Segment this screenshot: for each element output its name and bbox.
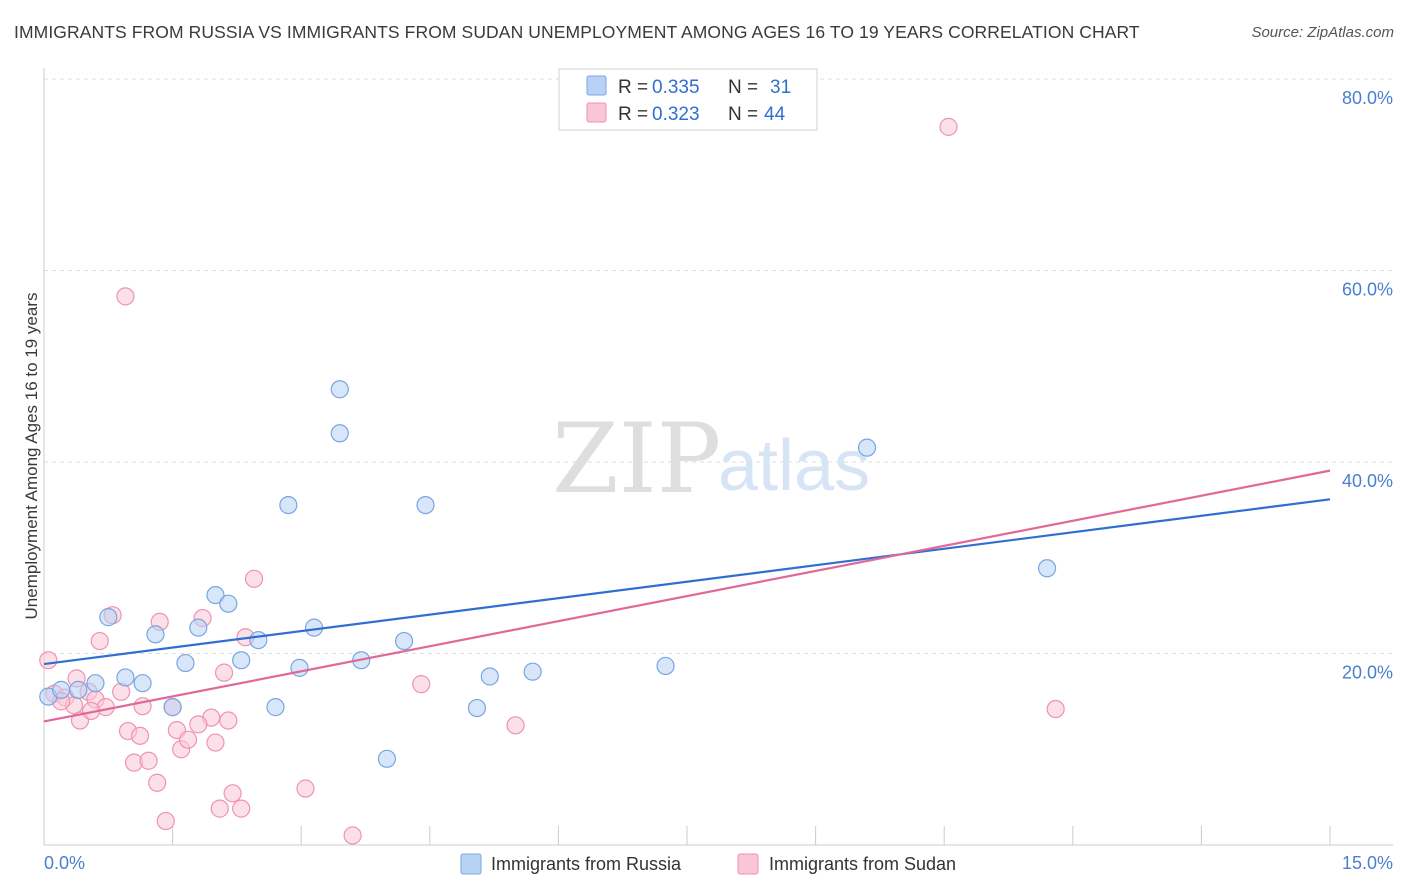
legend-russia-r-label: R = xyxy=(618,77,648,98)
y-tick-label: 80.0% xyxy=(1342,88,1393,108)
point-russia xyxy=(52,680,71,699)
chart-title: IMMIGRANTS FROM RUSSIA VS IMMIGRANTS FRO… xyxy=(14,22,1140,42)
legend-box: R = 0.335 N = 31 R = 0.323 N = 44 xyxy=(558,68,818,131)
gridlines xyxy=(44,78,1393,654)
y-tick-labels: 20.0% 40.0% 60.0% 80.0% xyxy=(1342,88,1393,683)
point-russia xyxy=(394,631,414,651)
point-sudan xyxy=(90,631,109,651)
point-sudan xyxy=(189,715,208,734)
y-axis-label: Unemployment Among Ages 16 to 19 years xyxy=(22,293,41,620)
source-credit: Source: ZipAtlas.com xyxy=(1251,24,1394,41)
point-russia xyxy=(1037,559,1057,578)
point-sudan xyxy=(506,716,525,735)
point-sudan xyxy=(244,569,264,588)
point-sudan xyxy=(116,287,135,306)
legend-russia-n-label: N = xyxy=(728,77,758,98)
bottom-legend-swatch-russia xyxy=(460,853,482,875)
point-sudan xyxy=(178,730,198,749)
point-sudan xyxy=(232,799,251,818)
point-sudan xyxy=(223,784,242,803)
point-russia xyxy=(206,585,225,605)
y-tick-label: 60.0% xyxy=(1342,280,1393,300)
point-sudan xyxy=(206,733,225,752)
point-russia xyxy=(330,424,349,443)
legend-sudan-r-value: 0.323 xyxy=(652,104,700,125)
point-russia xyxy=(176,653,195,673)
point-russia xyxy=(266,698,285,717)
bottom-legend-swatch-sudan xyxy=(737,853,759,875)
point-sudan xyxy=(214,663,234,682)
legend-swatch-russia xyxy=(586,75,607,96)
point-sudan xyxy=(148,773,167,792)
point-russia xyxy=(146,625,165,644)
point-russia xyxy=(467,698,487,718)
trend-line-russia xyxy=(43,498,1331,666)
point-sudan xyxy=(1046,699,1065,719)
point-sudan xyxy=(39,651,58,670)
point-russia xyxy=(857,438,877,457)
point-russia xyxy=(163,698,182,717)
point-sudan xyxy=(156,811,175,831)
point-russia xyxy=(116,668,135,687)
point-russia xyxy=(377,749,397,768)
legend-russia-n-value: 31 xyxy=(770,77,791,98)
point-russia xyxy=(416,495,435,515)
bottom-legend-label-russia: Immigrants from Russia xyxy=(491,854,682,874)
legend-swatch-sudan xyxy=(586,102,607,123)
legend-sudan-n-value: 44 xyxy=(764,104,786,125)
point-russia xyxy=(133,674,152,693)
point-russia xyxy=(86,674,105,693)
point-russia xyxy=(219,594,238,613)
watermark-zip: ZIP xyxy=(552,403,721,515)
point-sudan xyxy=(130,726,150,745)
y-tick-label: 40.0% xyxy=(1342,471,1393,491)
point-sudan xyxy=(210,799,229,818)
point-sudan xyxy=(412,675,431,694)
point-sudan xyxy=(296,779,315,798)
point-russia xyxy=(69,680,88,699)
point-russia xyxy=(189,618,208,637)
point-russia xyxy=(99,608,118,627)
x-tick-label-min: 0.0% xyxy=(44,853,85,873)
series-russia-points xyxy=(39,380,1057,768)
point-sudan xyxy=(219,711,238,730)
bottom-legend: Immigrants from Russia Immigrants from S… xyxy=(460,853,956,875)
point-sudan xyxy=(343,826,362,845)
point-russia xyxy=(523,662,542,681)
point-russia xyxy=(249,630,268,650)
trend-line-sudan xyxy=(43,469,1331,723)
bottom-legend-label-sudan: Immigrants from Sudan xyxy=(769,854,956,874)
point-russia xyxy=(480,667,499,686)
point-russia xyxy=(279,495,298,515)
point-sudan xyxy=(139,751,158,770)
legend-sudan-r-label: R = xyxy=(618,104,648,125)
point-sudan xyxy=(939,117,958,136)
point-russia xyxy=(232,651,251,670)
x-tick-label-max: 15.0% xyxy=(1342,853,1393,873)
watermark-atlas: atlas xyxy=(718,426,870,506)
y-tick-label: 20.0% xyxy=(1342,663,1393,683)
legend-russia-r-value: 0.335 xyxy=(652,77,700,98)
point-russia xyxy=(656,656,675,676)
legend-sudan-n-label: N = xyxy=(728,104,758,125)
point-russia xyxy=(330,380,349,399)
x-tick-marks xyxy=(172,826,1331,845)
